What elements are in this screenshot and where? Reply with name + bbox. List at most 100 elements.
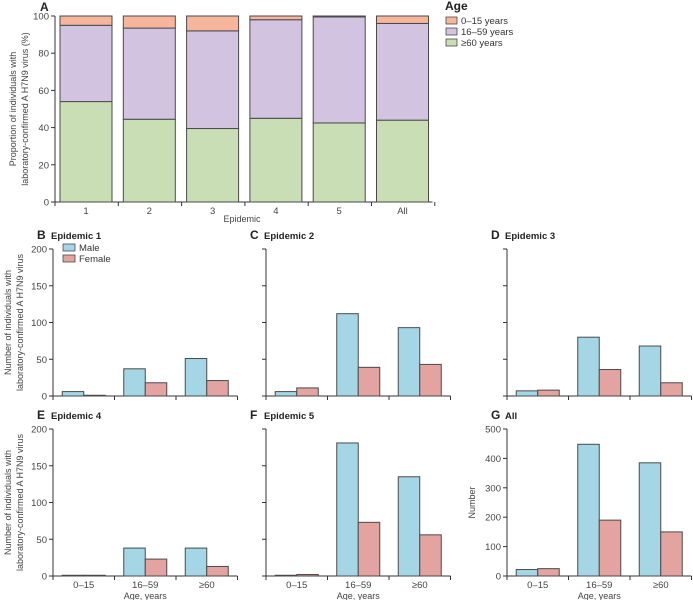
y-tick-label: 200: [485, 513, 501, 524]
y-tick-label: 150: [31, 461, 47, 472]
bar-segment-age-16-59: [186, 30, 240, 130]
y-axis-title: Number: [467, 486, 477, 518]
panel-f: F Epidemic 5 0–15 16–59 ≥60 Age, years: [250, 408, 451, 600]
panel-letter-c: C: [250, 228, 259, 242]
y-tick-label: 500: [485, 425, 501, 436]
bar-female: [206, 380, 229, 397]
y-tick-label: 20: [38, 160, 49, 171]
panel-letter-g: G: [491, 408, 500, 422]
bar-female: [419, 534, 442, 577]
x-tick-label: 1: [83, 206, 88, 217]
bar-male: [61, 391, 85, 397]
bar-segment-age-60-plus: [376, 119, 429, 203]
y-axis-title: Number of individuals with laboratory-con…: [3, 253, 25, 391]
bar-female: [83, 394, 106, 397]
bar-male: [336, 442, 359, 577]
x-tick-label: ≥60: [412, 580, 428, 591]
bar-segment-age-0-15: [122, 15, 176, 29]
bar-female: [296, 387, 319, 397]
x-tick-label: All: [397, 206, 408, 217]
bar-female: [296, 574, 319, 577]
bar-female: [598, 519, 622, 577]
bar-segment-age-16-59: [376, 22, 429, 121]
bar-male: [274, 574, 298, 577]
bar-segment-age-0-15: [59, 15, 113, 26]
x-tick-label: 16–59: [132, 580, 158, 591]
bar-female: [206, 565, 229, 577]
y-axis-title-line: laboratory-confirmed A H7N9 virus: [15, 433, 25, 571]
legend-title: Age: [445, 0, 468, 13]
y-tick-label: 100: [33, 12, 49, 23]
panel-b: B Epidemic 1 0 50 100 150 200 Number of individ…: [3, 228, 238, 403]
bar-segment-age-0-15: [312, 15, 366, 18]
legend-swatch: [62, 243, 76, 252]
legend-label: 0–15 years: [461, 16, 508, 27]
bar-segment-age-0-15: [376, 15, 429, 24]
y-axis-title-line: laboratory-confirmed A H7N9 virus (%): [20, 32, 30, 186]
panel-letter-b: B: [37, 228, 46, 242]
panel-c: C Epidemic 2: [250, 228, 451, 400]
x-axis-title: Epidemic: [223, 214, 261, 224]
bar-male: [274, 391, 298, 397]
y-tick-label: 200: [31, 425, 47, 436]
panel-letter-a: A: [40, 0, 49, 14]
legend-swatch: [445, 38, 458, 47]
legend-label: 16–59 years: [461, 27, 514, 38]
panel-title: Epidemic 2: [264, 231, 314, 242]
y-axis-title-line: laboratory-confirmed A H7N9 virus: [15, 253, 25, 391]
legend-label: Female: [79, 254, 111, 265]
panel-d: D Epidemic 3: [491, 228, 692, 400]
bar-male: [577, 336, 600, 397]
x-tick-label: 4: [273, 206, 278, 217]
bar-female: [83, 574, 106, 577]
bar-male: [61, 574, 85, 577]
x-tick-label: 16–59: [345, 580, 371, 591]
bar-segment-age-16-59: [122, 27, 176, 120]
y-tick-label: 50: [36, 355, 47, 366]
bar-segment-age-16-59: [312, 16, 366, 124]
legend-label: Male: [79, 243, 100, 254]
panel-title: All: [505, 411, 517, 422]
bar-male: [123, 547, 146, 577]
x-tick-label: ≥60: [653, 580, 669, 591]
panel-g: G All 0 100 200 300 400 500 Number 0–15 16–59 ≥60 Ag…: [467, 408, 692, 600]
y-tick-label: 200: [31, 245, 47, 256]
bar-male: [184, 547, 208, 577]
y-tick-label: 80: [38, 49, 49, 60]
bar-male: [577, 443, 600, 577]
bar-female: [537, 568, 560, 577]
y-tick-label: 0: [42, 392, 47, 403]
y-axis-title: Number of individuals with laboratory-con…: [3, 433, 25, 571]
x-tick-label: ≥60: [199, 580, 215, 591]
bar-segment-age-0-15: [186, 15, 240, 32]
panel-letter-f: F: [250, 408, 257, 422]
panel-title: Epidemic 3: [505, 231, 555, 242]
bar-female: [144, 382, 168, 397]
y-tick-label: 150: [31, 281, 47, 292]
bar-female: [419, 363, 442, 397]
y-tick-label: 0: [44, 198, 49, 209]
y-axis-title: Proportion of individuals with laboratory…: [8, 32, 30, 186]
x-tick-label: 5: [337, 206, 342, 217]
bar-segment-age-60-plus: [122, 118, 176, 203]
x-tick-label: 16–59: [586, 580, 612, 591]
x-axis-title: Age, years: [337, 591, 381, 600]
bar-male: [336, 313, 359, 397]
y-tick-label: 100: [31, 318, 47, 329]
panel-letter-e: E: [37, 408, 45, 422]
x-tick-label: 0–15: [73, 580, 94, 591]
y-tick-label: 40: [38, 123, 49, 134]
bar-female: [357, 521, 381, 577]
bar-segment-age-60-plus: [186, 128, 240, 203]
bar-segment-age-0-15: [249, 15, 303, 21]
y-axis-title-line: Proportion of individuals with: [8, 52, 18, 167]
y-axis-title-line: Number of individuals with: [3, 450, 13, 555]
bar-male: [397, 327, 421, 397]
x-axis-title: Age, years: [578, 591, 622, 600]
bar-segment-age-16-59: [59, 24, 113, 103]
y-tick-label: 60: [38, 86, 49, 97]
